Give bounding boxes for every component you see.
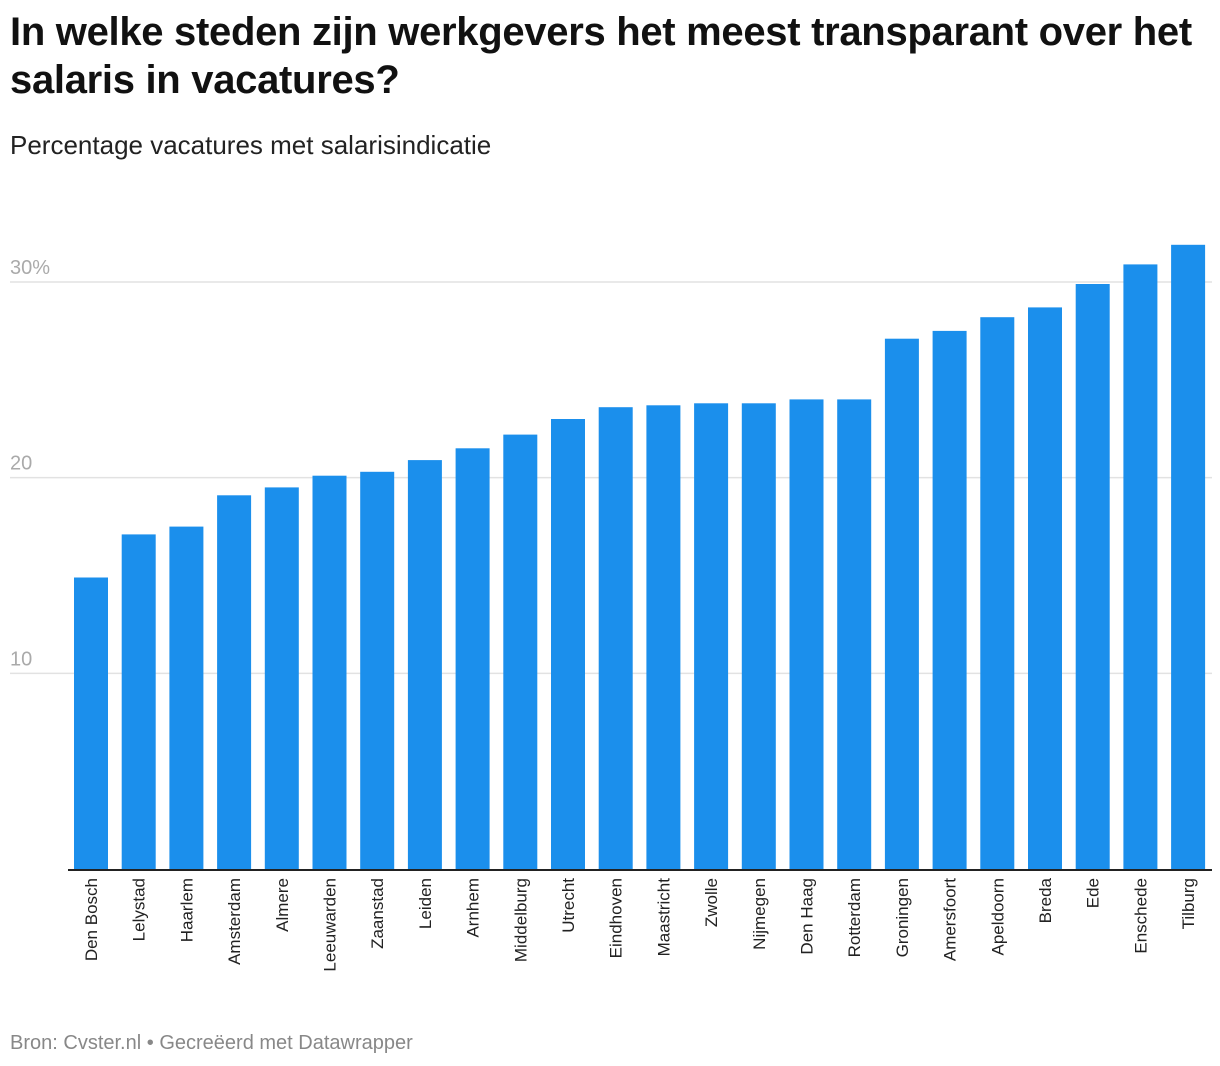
y-tick-label: 10 — [10, 648, 32, 670]
x-tick-label: Amsterdam — [225, 878, 244, 965]
bar — [741, 403, 776, 869]
x-tick-label: Apeldoorn — [988, 878, 1007, 956]
x-tick-label: Leiden — [416, 878, 435, 929]
y-tick-label: 30% — [10, 257, 50, 279]
bar — [694, 403, 729, 869]
x-tick-label: Enschede — [1131, 878, 1150, 954]
bar — [1028, 307, 1062, 869]
bar — [1075, 284, 1110, 869]
bar — [121, 534, 156, 869]
bar — [789, 399, 824, 869]
chart-footer: Bron: Cvster.nl • Gecreëerd met Datawrap… — [10, 1030, 413, 1056]
x-tick-label: Maastricht — [654, 878, 673, 957]
x-tick-label: Middelburg — [511, 878, 530, 962]
x-tick-label: Leeuwarden — [321, 878, 340, 972]
x-axis-labels: Den Bosch Lelystad Haarlem Amsterdam Almere L… — [82, 877, 1198, 971]
x-tick-label: Nijmegen — [750, 878, 769, 950]
x-tick-label: Utrecht — [559, 878, 578, 933]
x-tick-label: Groningen — [893, 878, 912, 957]
x-tick-label: Amersfoort — [941, 878, 960, 961]
chart-subtitle: Percentage vacatures met salarisindicati… — [10, 130, 492, 160]
bar — [932, 330, 967, 869]
x-tick-label: Almere — [273, 878, 292, 932]
bar — [1171, 244, 1206, 870]
bar — [980, 317, 1015, 869]
bar — [169, 526, 204, 869]
bar — [837, 399, 872, 869]
bar — [74, 577, 108, 869]
bar — [264, 487, 299, 869]
x-tick-label: Haarlem — [177, 878, 196, 942]
bar — [551, 419, 585, 869]
x-tick-label: Arnhem — [464, 878, 483, 938]
y-axis-ticks: 10 20 30% — [10, 257, 50, 670]
x-tick-label: Eindhoven — [607, 878, 626, 958]
x-tick-label: Breda — [1036, 877, 1055, 923]
y-tick-label: 20 — [10, 453, 32, 475]
bar — [884, 338, 919, 869]
x-tick-label: Ede — [1084, 878, 1103, 908]
source-label: Bron: — [10, 1032, 58, 1054]
x-tick-label: Den Haag — [798, 878, 817, 955]
datawrapper-credit[interactable]: Gecreëerd met Datawrapper — [159, 1032, 413, 1054]
bar — [455, 448, 490, 869]
x-tick-label: Zaanstad — [368, 878, 387, 949]
bar — [646, 405, 681, 869]
bar — [312, 475, 347, 869]
bar — [503, 434, 538, 869]
x-tick-label: Den Bosch — [82, 878, 101, 961]
x-tick-label: Rotterdam — [845, 878, 864, 957]
bar — [598, 407, 633, 869]
bar — [217, 495, 252, 869]
bar — [407, 460, 442, 869]
bars — [74, 244, 1206, 870]
source-link[interactable]: Cvster.nl — [63, 1032, 142, 1054]
x-tick-label: Tilburg — [1179, 878, 1198, 929]
chart-title: In welke steden zijn werkgevers het mees… — [10, 10, 1192, 102]
x-tick-label: Lelystad — [130, 878, 149, 941]
footer-separator: • — [146, 1032, 154, 1054]
x-tick-label: Zwolle — [702, 878, 721, 927]
bar — [360, 471, 395, 869]
bar — [1123, 264, 1158, 869]
